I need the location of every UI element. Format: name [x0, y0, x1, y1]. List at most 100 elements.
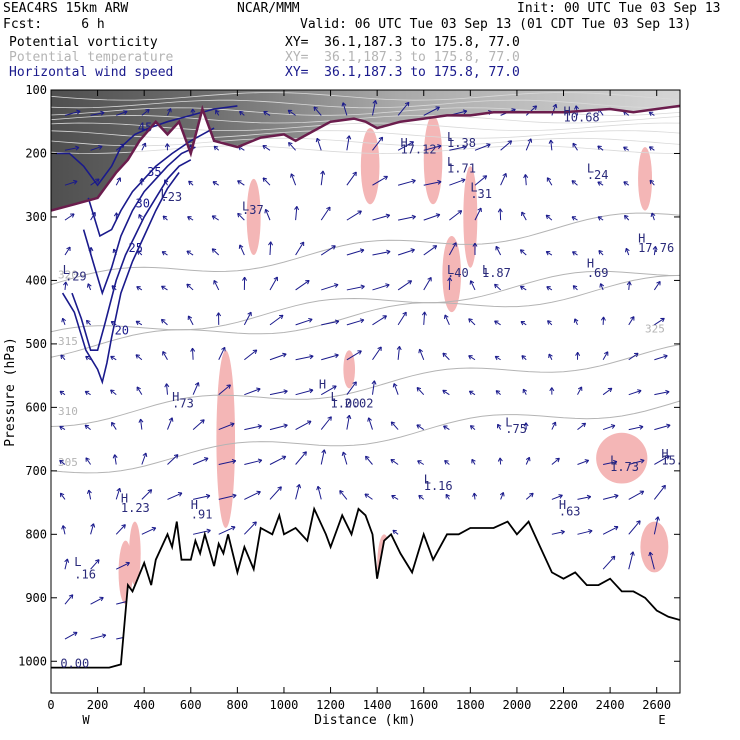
x-tick-label-2200: 2200: [549, 698, 578, 712]
wind-arrow-142: [321, 319, 340, 326]
wind-arrow-76: [187, 216, 194, 221]
wind-arrow-1: [64, 145, 80, 151]
extremum-label-16: L: [447, 263, 454, 277]
theta-contour-310: [51, 344, 680, 427]
x-end-label-west: W: [82, 713, 90, 727]
wind-arrow-156: [346, 381, 357, 395]
x-tick-label-0: 0: [47, 698, 54, 712]
wind-arrow-235: [523, 174, 529, 186]
wind-arrow-56: [136, 386, 143, 395]
wind-arrow-291: [628, 316, 635, 326]
x-tick-label-600: 600: [180, 698, 202, 712]
pv-anomaly-6: [596, 432, 648, 484]
terrain-fill: [51, 508, 680, 693]
wind-arrow-149: [346, 135, 352, 151]
wind-arrow-272: [597, 145, 604, 151]
extremum-label-2: L: [331, 390, 338, 404]
wind-arrow-294: [628, 424, 644, 431]
wind-arrow-69: [164, 383, 170, 395]
wind-arrow-229: [495, 390, 501, 396]
extremum-label-48: 0.00: [60, 657, 89, 671]
wind-arrow-292: [628, 352, 639, 361]
extremum-label-15: .16: [74, 568, 96, 582]
wind-arrow-236: [521, 211, 527, 221]
theta-upper-5: [51, 130, 680, 139]
x-axis-label: Distance (km): [314, 713, 416, 728]
wind-arrow-176: [397, 248, 415, 256]
wind-arrow-5: [63, 281, 68, 290]
wind-arrow-296: [628, 490, 645, 500]
wind-arrow-303: [652, 245, 658, 256]
wind-arrow-12: [61, 525, 67, 535]
wind-arrow-194: [416, 424, 425, 430]
wind-contour-label-20: 20: [115, 324, 129, 338]
wind-arrow-225: [495, 245, 502, 256]
wind-arrow-119: [269, 352, 287, 361]
wind-arrow-72: [167, 492, 183, 500]
extremum-label-4: H: [172, 390, 179, 404]
wind-arrow-240: [521, 355, 527, 361]
wind-arrow-88: [212, 181, 219, 186]
wind-arrow-62: [164, 143, 170, 151]
wind-arrow-239: [520, 321, 527, 326]
wind-arrow-257: [551, 529, 565, 535]
extremum-label-23: 1.71: [447, 162, 476, 176]
wind-arrow-182: [390, 458, 399, 465]
theta-contours: 305 310 315 320 325: [51, 92, 680, 474]
wind-arrow-99: [239, 110, 245, 116]
y-tick-label-600: 600: [25, 400, 47, 414]
pv-anomaly-2: [246, 178, 261, 256]
wind-arrow-143: [321, 353, 339, 361]
wind-arrow-84: [192, 493, 211, 500]
extremum-label-47: .29: [65, 269, 87, 283]
wind-arrow-132: [295, 388, 314, 396]
pv-stratosphere-shade: [51, 90, 680, 211]
wind-arrow-243: [525, 456, 531, 465]
wind-arrow-289: [625, 247, 630, 256]
wind-arrow-245: [551, 103, 558, 116]
wind-arrow-186: [423, 144, 442, 151]
wind-contour-45: [55, 105, 238, 187]
pv-anomaly-7: [343, 350, 356, 389]
wind-arrow-54: [135, 320, 143, 326]
wind-arrow-208: [445, 493, 450, 500]
wind-arrow-238: [519, 285, 527, 291]
legend-pv-xy: XY= 36.1,187.3 to 175.8, 77.0: [285, 35, 520, 50]
extremum-label-6: L: [242, 200, 249, 214]
wind-arrow-123: [269, 486, 282, 500]
y-tick-label-100: 100: [25, 83, 47, 97]
extremum-label-21: .31: [470, 187, 492, 201]
extremum-label-27: 17.12: [400, 142, 436, 156]
wind-arrow-273: [597, 181, 604, 186]
wind-arrow-91: [213, 280, 220, 291]
wind-arrow-223: [500, 172, 507, 186]
wind-arrow-260: [571, 180, 578, 186]
wind-arrow-98: [218, 525, 236, 535]
wind-arrow-278: [602, 351, 609, 361]
wind-arrow-7: [60, 354, 66, 361]
wind-arrow-232: [499, 492, 505, 500]
wind-arrow-261: [571, 216, 578, 221]
wind-arrow-204: [442, 352, 450, 361]
x-tick-label-1000: 1000: [270, 698, 299, 712]
wind-arrow-241: [522, 388, 528, 395]
wind-arrow-249: [545, 251, 553, 256]
wind-arrow-147: [316, 485, 322, 500]
pv-anomaly-5: [638, 147, 653, 211]
wind-arrow-227: [494, 320, 501, 326]
wind-arrow-263: [572, 285, 578, 291]
wind-arrow-217: [468, 390, 476, 396]
wind-arrow-129: [295, 279, 310, 291]
wind-arrow-213: [472, 242, 478, 256]
y-axis: 100 200 300 400 500 600 700 800 900 1000: [18, 83, 680, 668]
x-tick-label-1200: 1200: [316, 698, 345, 712]
wind-arrow-60: [141, 526, 157, 535]
wind-arrow-305: [654, 317, 665, 326]
wind-arrow-301: [649, 179, 655, 186]
wind-arrow-106: [244, 349, 258, 361]
extremum-label-29: 10.68: [564, 111, 600, 125]
wind-contour-35: [87, 127, 215, 238]
wind-arrow-25: [84, 424, 91, 430]
wind-arrow-140: [320, 245, 336, 256]
extremum-label-35: 17.76: [638, 241, 674, 255]
